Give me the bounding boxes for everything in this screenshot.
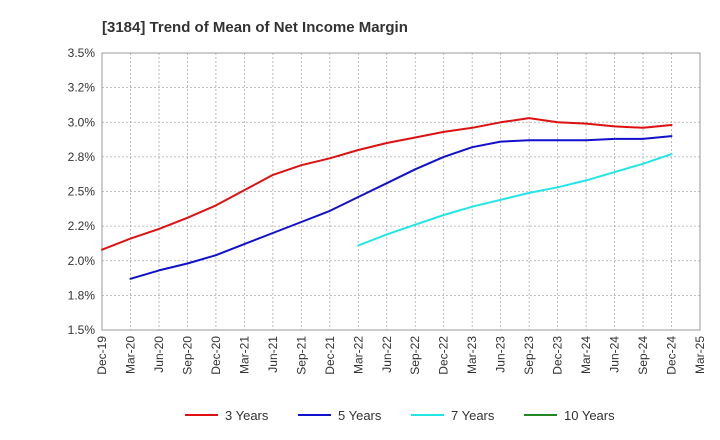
x-tick-label: Mar-20	[123, 336, 137, 374]
x-tick-label: Sep-21	[294, 336, 308, 375]
y-axis: 3.5% 3.2% 3.0% 2.8% 2.5% 2.2% 2.0% 1.8% 1.5%	[68, 46, 96, 337]
x-tick-label: Jun-24	[608, 336, 622, 373]
legend: 3 Years 5 Years 7 Years 10 Years	[185, 408, 615, 423]
x-tick-label: Mar-24	[579, 336, 593, 374]
x-tick-label: Sep-20	[180, 336, 194, 375]
x-tick-label: Mar-22	[351, 336, 365, 374]
x-tick-label: Mar-21	[237, 336, 251, 374]
legend-label: 5 Years	[338, 408, 382, 423]
x-tick-label: Dec-20	[209, 336, 223, 375]
x-tick-label: Sep-23	[522, 336, 536, 375]
chart-title: [3184] Trend of Mean of Net Income Margi…	[102, 19, 408, 36]
legend-label: 7 Years	[451, 408, 495, 423]
plot-area	[101, 52, 701, 331]
x-tick-label: Dec-23	[551, 336, 565, 375]
y-tick-label: 2.0%	[68, 254, 96, 268]
x-tick-label: Mar-23	[465, 336, 479, 374]
x-tick-label: Jun-21	[266, 336, 280, 373]
x-tick-label: Jun-20	[152, 336, 166, 373]
y-tick-label: 3.5%	[68, 46, 96, 60]
y-tick-label: 1.8%	[68, 288, 96, 302]
legend-label: 3 Years	[225, 408, 269, 423]
y-tick-label: 3.2%	[68, 81, 96, 95]
x-tick-label: Mar-25	[693, 336, 707, 374]
x-tick-label: Dec-21	[323, 336, 337, 375]
x-tick-label: Jun-23	[494, 336, 508, 373]
x-tick-label: Dec-22	[437, 336, 451, 375]
grid-lines	[101, 52, 701, 331]
x-axis: Dec-19 Mar-20 Jun-20 Sep-20 Dec-20 Mar-21 Jun-…	[95, 336, 707, 375]
series-line-5-years	[129, 135, 673, 280]
y-tick-label: 2.2%	[68, 219, 96, 233]
y-tick-label: 1.5%	[68, 323, 96, 337]
series-line-7-years	[357, 153, 673, 247]
y-tick-label: 2.8%	[68, 150, 96, 164]
x-tick-label: Jun-22	[380, 336, 394, 373]
y-tick-label: 2.5%	[68, 185, 96, 199]
x-tick-label: Sep-22	[408, 336, 422, 375]
series-line-3-years	[101, 117, 673, 251]
legend-label: 10 Years	[564, 408, 615, 423]
y-tick-label: 3.0%	[68, 115, 96, 129]
x-tick-label: Dec-19	[95, 336, 109, 375]
x-tick-label: Dec-24	[665, 336, 679, 375]
x-tick-label: Sep-24	[636, 336, 650, 375]
series-lines	[101, 117, 673, 280]
